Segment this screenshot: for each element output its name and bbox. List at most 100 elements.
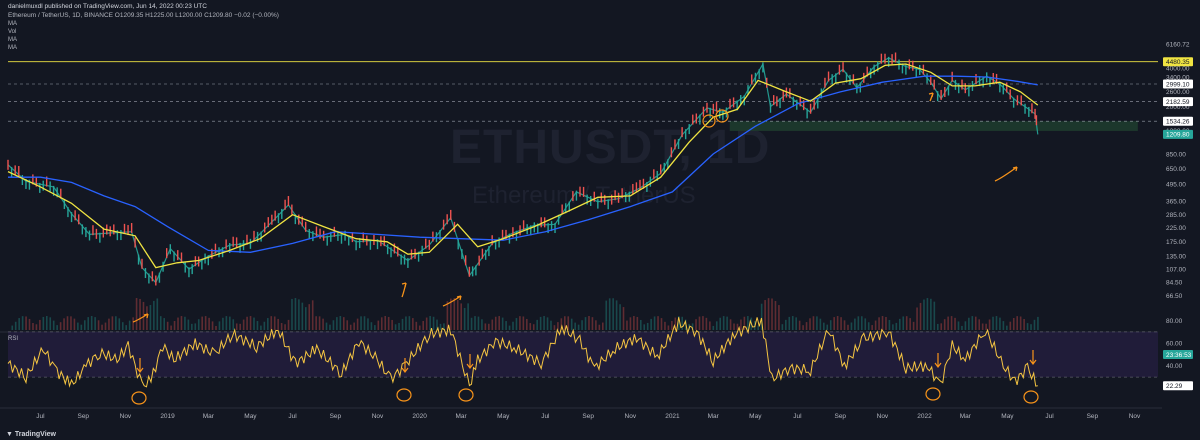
circle-annotation-1 (715, 109, 729, 123)
volume-bar (456, 299, 459, 330)
volume-bar (97, 320, 100, 330)
volume-bar (477, 316, 480, 330)
volume-bar (273, 316, 276, 330)
y-tick-label-14: 107.00 (1166, 266, 1186, 273)
volume-bar (325, 322, 328, 330)
price-series-layer (7, 52, 1039, 330)
volume-bar (881, 316, 884, 330)
volume-bar (329, 324, 331, 330)
volume-bar (695, 319, 697, 330)
volume-bar (339, 316, 342, 330)
volume-bar (812, 316, 815, 330)
volume-bar (187, 319, 190, 330)
volume-bar (104, 322, 107, 330)
rsi-last-bg (1163, 381, 1193, 391)
volume-bar (1016, 316, 1019, 330)
volume-bar (488, 323, 490, 330)
volume-bar (909, 318, 911, 330)
indicator-vol[interactable]: Vol (8, 29, 17, 35)
volume-bar (322, 318, 324, 330)
support-zone (729, 121, 1138, 131)
rsi-band (8, 331, 1158, 378)
volume-bar (52, 320, 55, 330)
volume-bar (954, 317, 956, 330)
volume-bar (916, 307, 918, 330)
volume-bar (771, 298, 773, 330)
y-tick-label-8: 495.00 (1166, 181, 1186, 188)
volume-bar (560, 318, 563, 330)
volume-bar (522, 316, 525, 330)
rsi-tick-label-0: 80.00 (1166, 318, 1183, 325)
volume-bar (892, 324, 894, 330)
volume-bar (387, 316, 390, 330)
volume-bar (854, 318, 856, 330)
volume-bar (588, 316, 590, 330)
rsi-arrow-annotation (934, 353, 942, 368)
volume-bar (1019, 316, 1022, 330)
volume-bar (35, 324, 38, 330)
x-tick-label-18: Jul (793, 413, 802, 420)
volume-bar (1009, 321, 1012, 330)
volume-bar (764, 300, 766, 330)
volume-bar (705, 317, 708, 330)
indicator-ma-2[interactable]: MA (8, 37, 17, 43)
price-label-0: 4480.35 (1166, 59, 1190, 66)
x-tick-label-6: Jul (288, 413, 297, 420)
x-tick-label-3: 2019 (160, 413, 175, 420)
price-label-2: 2182.59 (1166, 99, 1190, 106)
x-tick-label-7: Sep (330, 413, 342, 420)
volume-bar (802, 325, 804, 330)
volume-bar (964, 321, 967, 330)
volume-bar (923, 299, 925, 330)
y-tick-label-10: 285.00 (1166, 212, 1186, 219)
volume-bar (90, 316, 93, 330)
volume-bar (961, 325, 963, 330)
volume-bar (253, 317, 255, 330)
tradingview-logo-icon: ▼ (6, 431, 15, 438)
volume-bar (249, 316, 252, 330)
symbol-ohlc-line[interactable]: Ethereum / TetherUS, 1D, BINANCE O1209.3… (8, 12, 279, 19)
rsi-circle-annotation (131, 391, 147, 405)
volume-bar (992, 316, 994, 330)
indicator-ma-3[interactable]: MA (8, 45, 17, 51)
y-tick-label-6: 850.00 (1166, 151, 1186, 158)
y-tick-label-12: 175.00 (1166, 239, 1186, 246)
volume-bar (995, 316, 998, 330)
volume-bar (470, 317, 473, 330)
volume-bar (125, 325, 128, 330)
volume-bar (149, 304, 152, 330)
volume-bar (681, 316, 684, 330)
volume-bar (733, 323, 735, 330)
volume-bar (999, 317, 1001, 330)
volume-bar (405, 316, 407, 330)
volume-bar (736, 323, 739, 330)
volume-bar (260, 325, 262, 330)
volume-bar (905, 316, 908, 330)
volume-bar (342, 317, 345, 330)
volume-bar (267, 318, 269, 330)
volume-bar (553, 325, 556, 330)
volume-bar (861, 316, 863, 330)
volume-bar (336, 317, 338, 330)
x-tick-label-4: Mar (203, 413, 215, 420)
volume-bar (346, 320, 349, 330)
volume-bar (629, 317, 632, 330)
rsi-title[interactable]: RSI (8, 336, 19, 342)
volume-bar (515, 318, 518, 330)
volume-bar (425, 317, 428, 330)
volume-bar (315, 316, 317, 330)
volume-bar (774, 300, 777, 330)
volume-bar (360, 316, 362, 330)
volume-bar (163, 318, 166, 330)
volume-bar (988, 319, 991, 330)
volume-bar (667, 325, 670, 330)
x-tick-label-9: 2020 (412, 413, 427, 420)
rsi-tick-label-1: 60.00 (1166, 341, 1183, 348)
volume-bar (885, 316, 887, 330)
indicator-ma-1[interactable]: MA (8, 21, 17, 27)
volume-bar (380, 317, 383, 330)
volume-bar (840, 317, 842, 330)
volume-bar (201, 316, 203, 330)
y-tick-label-7: 650.00 (1166, 166, 1186, 173)
